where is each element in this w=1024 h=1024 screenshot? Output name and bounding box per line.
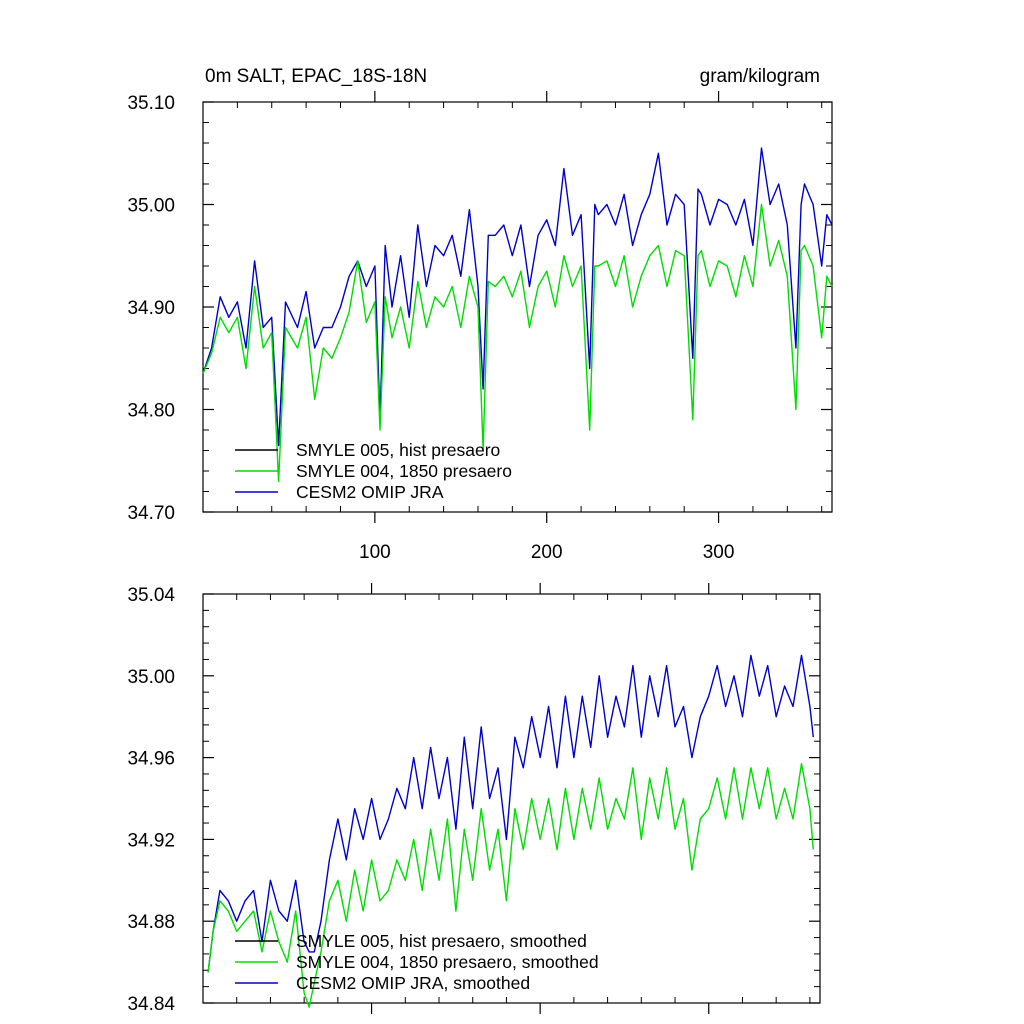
y-tick-label: 34.92 — [127, 830, 175, 851]
y-tick-label: 35.00 — [127, 196, 175, 217]
series-line-presaero1850 — [207, 763, 814, 1008]
y-tick-label: 34.70 — [127, 503, 175, 524]
series-line-omip — [202, 147, 833, 447]
x-tick-label: 300 — [703, 542, 735, 563]
x-tick-label: 100 — [359, 542, 391, 563]
x-tick-label: 200 — [531, 542, 563, 563]
legend-label-hist: SMYLE 005, hist presaero — [296, 440, 500, 460]
y-tick-label: 35.00 — [127, 667, 175, 688]
y-tick-label: 34.80 — [127, 401, 175, 422]
chart-title: 0m SALT, EPAC_18S-18N — [205, 66, 427, 87]
y-tick-label: 35.10 — [127, 93, 175, 114]
y-tick-label: 34.96 — [127, 749, 175, 770]
y-tick-label: 34.90 — [127, 298, 175, 319]
y-tick-label: 35.04 — [127, 585, 175, 606]
legend-label-presaero1850: SMYLE 004, 1850 presaero — [296, 461, 512, 481]
y-tick-label: 34.88 — [127, 912, 175, 933]
legend-label-omip: CESM2 OMIP JRA — [296, 482, 444, 502]
series-line-presaero1850 — [202, 203, 833, 482]
legend-label-omip: CESM2 OMIP JRA, smoothed — [296, 973, 530, 993]
legend-label-presaero1850: SMYLE 004, 1850 presaero, smoothed — [296, 952, 599, 972]
chart-units: gram/kilogram — [700, 66, 820, 87]
series-line-omip — [207, 654, 814, 973]
plot-frame — [202, 593, 821, 1004]
bottom-panel: 34.84 34.88 34.92 34.96 35.00 35.04 SMYLE 005,… — [127, 583, 821, 1015]
legend-label-hist: SMYLE 005, hist presaero, smoothed — [296, 931, 587, 951]
top-panel: 100 200 300 34.70 34.80 34.90 35.00 35.10 SMYLE … — [127, 91, 833, 563]
y-tick-label: 34.84 — [127, 994, 175, 1015]
